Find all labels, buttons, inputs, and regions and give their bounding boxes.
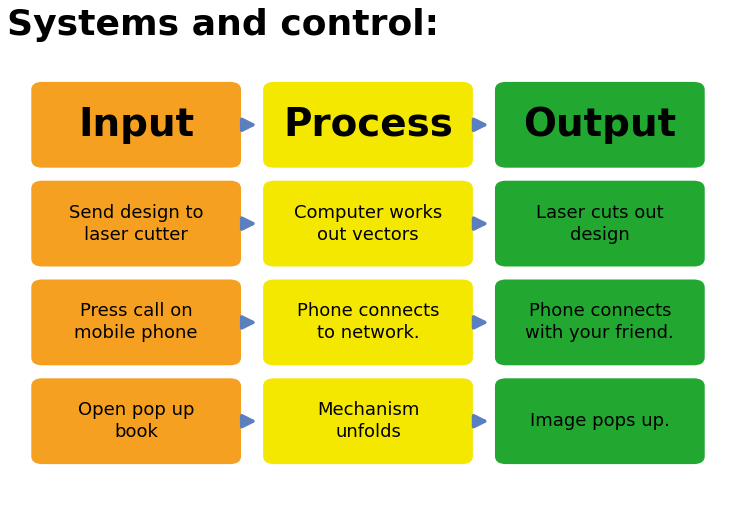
FancyArrowPatch shape [473, 119, 484, 131]
FancyBboxPatch shape [263, 280, 473, 365]
FancyBboxPatch shape [495, 180, 705, 266]
Text: Input: Input [78, 106, 194, 144]
FancyBboxPatch shape [263, 180, 473, 266]
FancyBboxPatch shape [32, 280, 241, 365]
Text: Laser cuts out
design: Laser cuts out design [536, 203, 664, 244]
FancyArrowPatch shape [241, 317, 252, 328]
Text: Image pops up.: Image pops up. [530, 412, 670, 430]
FancyBboxPatch shape [32, 180, 241, 266]
Text: Mechanism
unfolds: Mechanism unfolds [316, 401, 420, 441]
FancyBboxPatch shape [32, 82, 241, 167]
Text: Computer works
out vectors: Computer works out vectors [294, 203, 442, 244]
FancyArrowPatch shape [473, 218, 484, 229]
FancyBboxPatch shape [32, 379, 241, 464]
FancyArrowPatch shape [241, 218, 252, 229]
Text: Phone connects
to network.: Phone connects to network. [297, 302, 439, 343]
FancyArrowPatch shape [473, 317, 484, 328]
FancyBboxPatch shape [263, 82, 473, 167]
Text: Output: Output [523, 106, 676, 144]
Text: Send design to
laser cutter: Send design to laser cutter [69, 203, 203, 244]
Text: Process: Process [283, 106, 453, 144]
FancyBboxPatch shape [495, 280, 705, 365]
FancyArrowPatch shape [473, 415, 484, 427]
Text: Phone connects
with your friend.: Phone connects with your friend. [526, 302, 674, 343]
FancyArrowPatch shape [241, 415, 252, 427]
Text: Systems and control:: Systems and control: [7, 8, 439, 42]
FancyBboxPatch shape [495, 379, 705, 464]
FancyArrowPatch shape [241, 119, 252, 131]
Text: Press call on
mobile phone: Press call on mobile phone [74, 302, 198, 343]
Text: Open pop up
book: Open pop up book [78, 401, 194, 441]
FancyBboxPatch shape [495, 82, 705, 167]
FancyBboxPatch shape [263, 379, 473, 464]
